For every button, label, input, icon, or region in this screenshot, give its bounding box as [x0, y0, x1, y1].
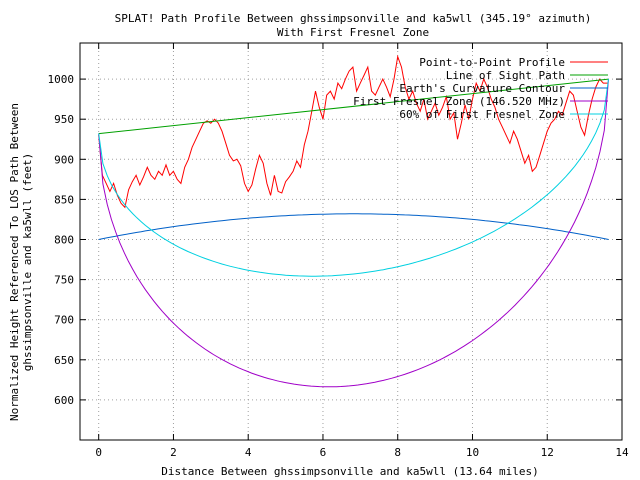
- legend-label-60-of-first-fresnel-zone: 60% of First Fresnel Zone: [399, 108, 565, 121]
- x-tick-label: 8: [394, 446, 401, 459]
- legend-label-point-to-point-profile: Point-to-Point Profile: [419, 56, 565, 69]
- y-tick-label: 600: [54, 394, 74, 407]
- series-line-of-sight-path: [98, 78, 609, 135]
- x-tick-label: 14: [615, 446, 629, 459]
- legend-label-first-fresnel-zone-146-520-mhz: First Fresnel Zone (146.520 MHz): [353, 95, 565, 108]
- chart-title-line2: With First Fresnel Zone: [277, 26, 429, 39]
- y-tick-label: 850: [54, 193, 74, 206]
- x-tick-label: 2: [170, 446, 177, 459]
- series-first-fresnel-zone-146-520-mhz: [98, 79, 609, 388]
- x-tick-label: 0: [95, 446, 102, 459]
- series-60-of-first-fresnel-zone: [98, 79, 609, 277]
- x-tick-label: 4: [245, 446, 252, 459]
- x-tick-label: 12: [541, 446, 554, 459]
- tick-layer: 0 2 4 6 8 10 12 14 600 650 700 750 800 850 900 950 1000: [48, 43, 629, 459]
- y-tick-label: 800: [54, 233, 74, 246]
- x-tick-label: 6: [320, 446, 327, 459]
- y-tick-label: 650: [54, 354, 74, 367]
- series-layer: [98, 54, 609, 388]
- y-tick-label: 900: [54, 153, 74, 166]
- plot-frame: [79, 42, 623, 441]
- legend-label-line-of-sight-path: Line of Sight Path: [446, 69, 565, 82]
- x-axis-label: Distance Between ghssimpsonville and ka5…: [161, 465, 539, 478]
- series-point-to-point-profile: [98, 54, 609, 209]
- series-earth-s-curvature-contour: [98, 213, 609, 240]
- y-tick-label: 700: [54, 314, 74, 327]
- y-tick-label: 950: [54, 113, 74, 126]
- y-axis-label-line2: ghssimpsonville and ka5wll (feet): [21, 153, 34, 372]
- y-tick-label: 1000: [48, 73, 75, 86]
- y-axis-label-line1: Normalized Height Referenced To LOS Path…: [8, 103, 21, 421]
- legend-label-earth-s-curvature-contour: Earth's Curvature Contour: [399, 82, 565, 95]
- y-tick-label: 750: [54, 274, 74, 287]
- chart-title-line1: SPLAT! Path Profile Between ghssimpsonvi…: [115, 12, 592, 25]
- x-tick-label: 10: [466, 446, 479, 459]
